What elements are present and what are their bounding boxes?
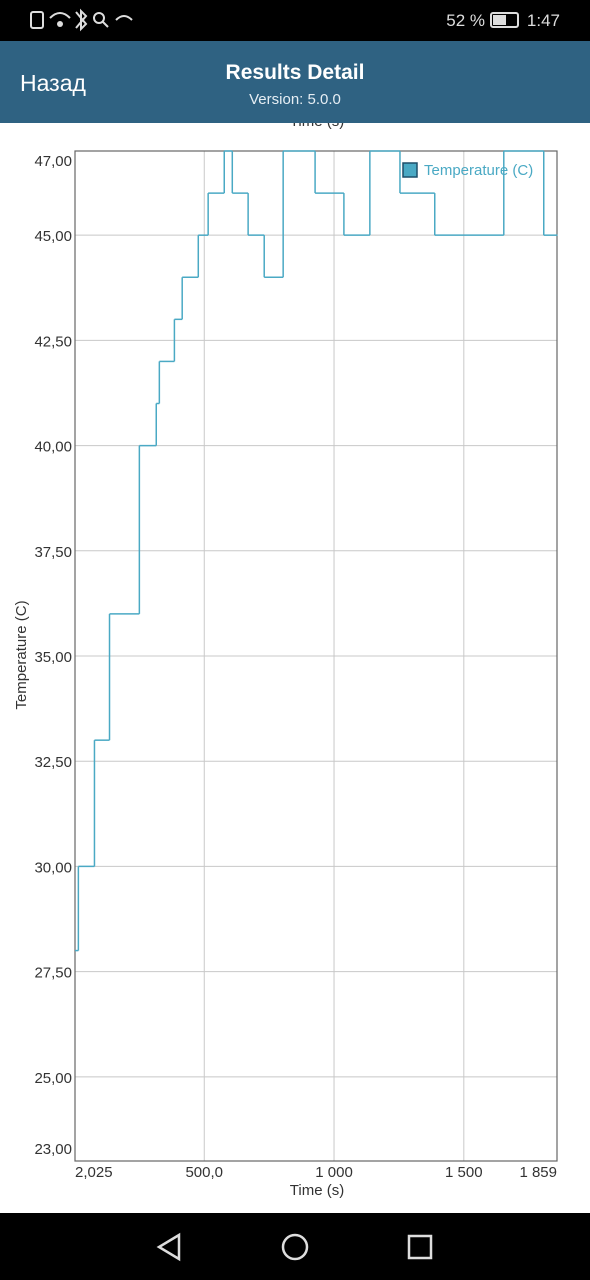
y-tick-label: 37,50	[34, 544, 72, 561]
y-tick-label: 40,00	[34, 439, 72, 456]
y-tick-label: 45,00	[34, 228, 72, 245]
app-bar	[0, 41, 590, 123]
back-button[interactable]: Назад	[20, 70, 86, 96]
plot: 23,00 25,00 27,50 30,00 32,50 35,00 37,50 40,00…	[34, 150, 558, 1181]
legend-label: Temperature (C)	[424, 162, 533, 179]
x-tick-label: 1 000	[315, 1164, 353, 1181]
page-subtitle: Version: 5.0.0	[249, 91, 341, 108]
x-tick-label: 1 859	[519, 1164, 557, 1181]
y-tick-label: 35,00	[34, 649, 72, 666]
x-tick-label: 1 500	[445, 1164, 483, 1181]
y-axis-title: Temperature (C)	[13, 600, 30, 709]
nav-back[interactable]	[156, 1232, 181, 1262]
nav-recent[interactable]	[407, 1234, 433, 1260]
y-tick-label: 23,00	[34, 1141, 72, 1158]
plot-border	[74, 150, 558, 1162]
y-tick-label: 42,50	[34, 333, 72, 350]
legend-swatch	[402, 162, 418, 178]
page-title: Results Detail	[226, 61, 365, 84]
y-tick-label: 27,50	[34, 965, 72, 982]
x-axis-title: Time (s)	[290, 1182, 344, 1199]
nav-bar	[0, 1213, 590, 1280]
y-tick-label: 32,50	[34, 754, 72, 771]
clock: 1:47	[527, 11, 560, 30]
battery-level: 52 %	[446, 11, 485, 30]
x-tick-label: 2,025	[75, 1164, 113, 1181]
y-tick-label: 25,00	[34, 1070, 72, 1087]
x-tick-label: 500,0	[185, 1164, 223, 1181]
y-tick-label: 30,00	[34, 859, 72, 876]
status-icons	[30, 8, 519, 32]
nav-home[interactable]	[281, 1233, 309, 1261]
y-tick-label: 47,00	[34, 153, 72, 170]
